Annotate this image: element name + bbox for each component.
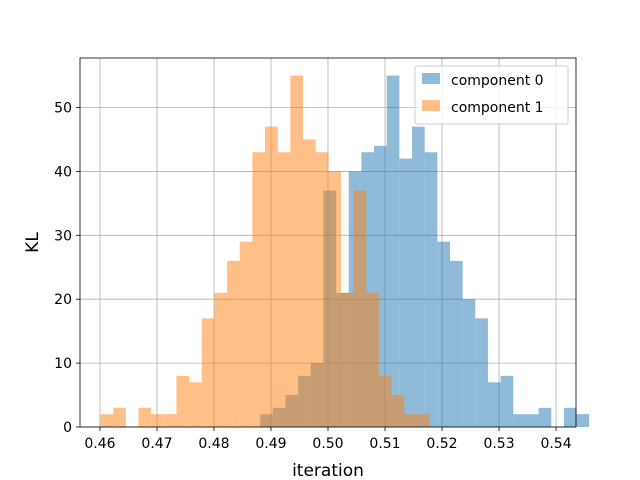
histogram-bar-component-0 <box>475 318 488 427</box>
x-tick-label: 0.50 <box>312 436 343 452</box>
histogram-bar-component-1 <box>265 126 278 428</box>
histogram-bar-component-0 <box>412 126 425 428</box>
histogram-bar-component-0 <box>525 414 539 427</box>
legend: component 0 component 1 <box>414 65 569 125</box>
histogram-bar-component-0 <box>513 414 526 427</box>
histogram-bar-component-0 <box>437 241 451 427</box>
legend-box <box>414 65 569 125</box>
histogram-bar-component-1 <box>277 152 291 427</box>
y-tick-label: 20 <box>54 292 72 308</box>
histogram-bar-component-1 <box>328 171 341 427</box>
histogram-bar-component-1 <box>378 375 392 427</box>
histogram-bar-component-0 <box>538 407 552 427</box>
histogram-bar-component-1 <box>100 414 114 427</box>
histogram-bar-component-1 <box>252 152 266 427</box>
histogram-bar-component-1 <box>113 407 126 427</box>
histogram-bar-component-1 <box>163 414 177 427</box>
x-axis-label: iteration <box>292 461 364 480</box>
x-tick-label: 0.47 <box>141 436 172 452</box>
legend-label-component-0: component 0 <box>451 73 544 89</box>
legend-swatch-component-0 <box>422 73 440 84</box>
y-axis-label: KL <box>23 232 43 253</box>
histogram-bar-component-1 <box>151 414 164 427</box>
histogram-bar-component-0 <box>399 158 413 428</box>
histogram-bar-component-1 <box>416 414 430 427</box>
histogram-bar-component-1 <box>303 139 316 427</box>
histogram-bar-component-1 <box>315 152 329 427</box>
histogram-bar-component-0 <box>424 152 438 427</box>
x-tick-label: 0.53 <box>483 436 514 452</box>
y-tick-label: 10 <box>54 356 72 372</box>
histogram-bar-component-1 <box>176 375 190 427</box>
histogram-bars <box>100 75 590 428</box>
histogram-bar-component-1 <box>391 395 405 427</box>
histogram-bar-component-1 <box>404 414 417 427</box>
histogram-bar-component-0 <box>576 414 590 427</box>
x-tick-label: 0.51 <box>369 436 400 452</box>
histogram-bar-component-1 <box>353 190 367 427</box>
y-tick-label: 0 <box>63 420 72 436</box>
histogram-bar-component-0 <box>462 299 476 427</box>
histogram-bar-component-1 <box>340 292 354 427</box>
histogram-bar-component-1 <box>214 292 228 427</box>
legend-label-component-1: component 1 <box>451 100 544 116</box>
x-tick-label: 0.48 <box>198 436 229 452</box>
x-tick-label: 0.49 <box>255 436 286 452</box>
histogram-bar-component-1 <box>366 292 379 427</box>
histogram-bar-component-1 <box>138 407 152 427</box>
histogram-bar-component-0 <box>487 382 501 427</box>
y-tick-label: 30 <box>54 228 72 244</box>
x-tick-label: 0.46 <box>84 436 115 452</box>
histogram-bar-component-1 <box>201 318 215 427</box>
x-axis-ticks: 0.46 0.47 0.48 0.49 0.50 0.51 0.52 0.53 0.54 <box>84 427 572 452</box>
histogram-bar-component-1 <box>290 75 304 428</box>
histogram-bar-component-1 <box>227 260 240 427</box>
x-tick-label: 0.54 <box>540 436 571 452</box>
y-axis-ticks: 0 10 20 30 40 50 <box>54 101 80 436</box>
histogram-bar-component-0 <box>450 260 463 427</box>
x-tick-label: 0.52 <box>426 436 457 452</box>
histogram-bar-component-0 <box>386 75 400 428</box>
histogram-bar-component-1 <box>239 241 253 427</box>
legend-swatch-component-1 <box>422 100 440 111</box>
y-tick-label: 40 <box>54 164 72 180</box>
histogram-bar-component-1 <box>189 382 202 427</box>
histogram-bar-component-0 <box>563 407 577 427</box>
histogram-bar-component-0 <box>500 375 514 427</box>
y-tick-label: 50 <box>54 101 72 117</box>
